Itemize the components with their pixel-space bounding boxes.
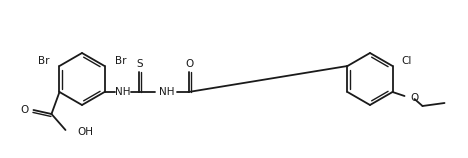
Text: OH: OH: [78, 127, 94, 137]
Text: O: O: [410, 93, 419, 103]
Text: S: S: [136, 59, 143, 69]
Text: Br: Br: [38, 56, 49, 66]
Text: O: O: [185, 59, 194, 69]
Text: O: O: [20, 105, 29, 115]
Text: NH: NH: [115, 87, 130, 97]
Text: NH: NH: [159, 87, 174, 97]
Text: Br: Br: [115, 56, 126, 66]
Text: Cl: Cl: [402, 56, 412, 66]
